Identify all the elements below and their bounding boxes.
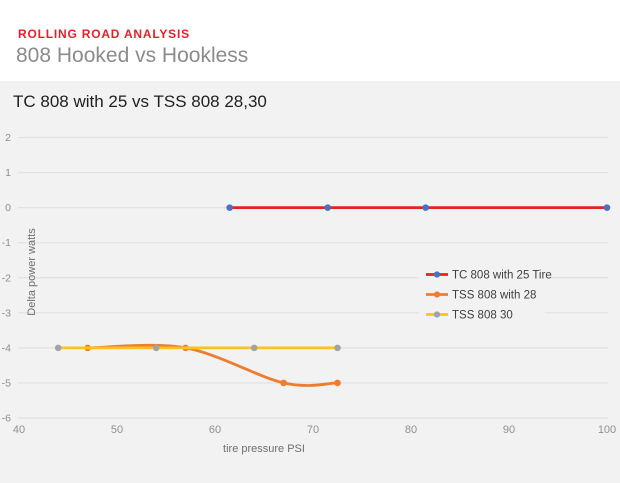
series-marker-0 (324, 204, 332, 211)
line-chart: 2 1 0 -1 -2 -3 -4 -5 -640 50 60 70 80 90 100 tire press… (2, 132, 617, 455)
x-tick-label: 70 (307, 424, 319, 436)
legend-item: TSS 808 30 (426, 310, 513, 322)
page-title: 808 Hooked vs Hookless (16, 44, 249, 67)
series-marker-2 (54, 344, 62, 352)
x-tick-label: 100 (598, 424, 616, 436)
series-marker-0 (603, 204, 611, 211)
legend-label: TSS 808 30 (452, 310, 513, 322)
y-tick-label: 2 (5, 132, 11, 144)
legend-swatch-marker (433, 291, 441, 298)
series-marker-2 (152, 344, 160, 352)
y-tick-label: -4 (2, 342, 11, 354)
x-axis-title: tire pressure PSI (223, 443, 305, 455)
legend-swatch-marker (433, 271, 441, 278)
x-tick-label: 90 (503, 424, 515, 436)
x-tick-label: 40 (13, 424, 25, 436)
legend-label: TC 808 with 25 Tire (452, 270, 552, 282)
chart-title: TC 808 with 25 vs TSS 808 28,30 (13, 92, 267, 111)
legend-swatch-marker (433, 311, 441, 318)
series-marker-2 (334, 344, 341, 352)
series-marker-1 (334, 379, 341, 387)
x-tick-label: 50 (111, 424, 123, 436)
series-marker-0 (226, 204, 233, 211)
legend-item: TSS 808 with 28 (426, 290, 536, 302)
page-header: ROLLING ROAD ANALYSIS 808 Hooked vs Hook… (0, 0, 620, 81)
y-tick-label: -3 (2, 307, 11, 319)
y-tick-label: -5 (2, 377, 11, 389)
x-tick-label: 60 (209, 424, 221, 436)
series-line-1 (86, 343, 339, 387)
x-tick-label: 80 (405, 424, 417, 436)
y-tick-label: 1 (5, 167, 11, 179)
series-marker-2 (250, 344, 258, 352)
series-marker-0 (422, 204, 430, 211)
y-tick-label: -1 (2, 237, 11, 249)
legend-label: TSS 808 with 28 (452, 290, 536, 302)
y-tick-label: 0 (5, 202, 11, 214)
legend-item: TC 808 with 25 Tire (426, 270, 552, 282)
y-tick-label: -6 (2, 413, 11, 425)
y-tick-label: -2 (2, 272, 11, 284)
report-eyebrow: ROLLING ROAD ANALYSIS (18, 27, 190, 41)
series-marker-1 (280, 379, 287, 387)
chart-panel: TC 808 with 25 vs TSS 808 28,30 2 1 0 -1 -2 -… (0, 81, 620, 483)
y-axis-title: Delta power watts (26, 228, 38, 316)
